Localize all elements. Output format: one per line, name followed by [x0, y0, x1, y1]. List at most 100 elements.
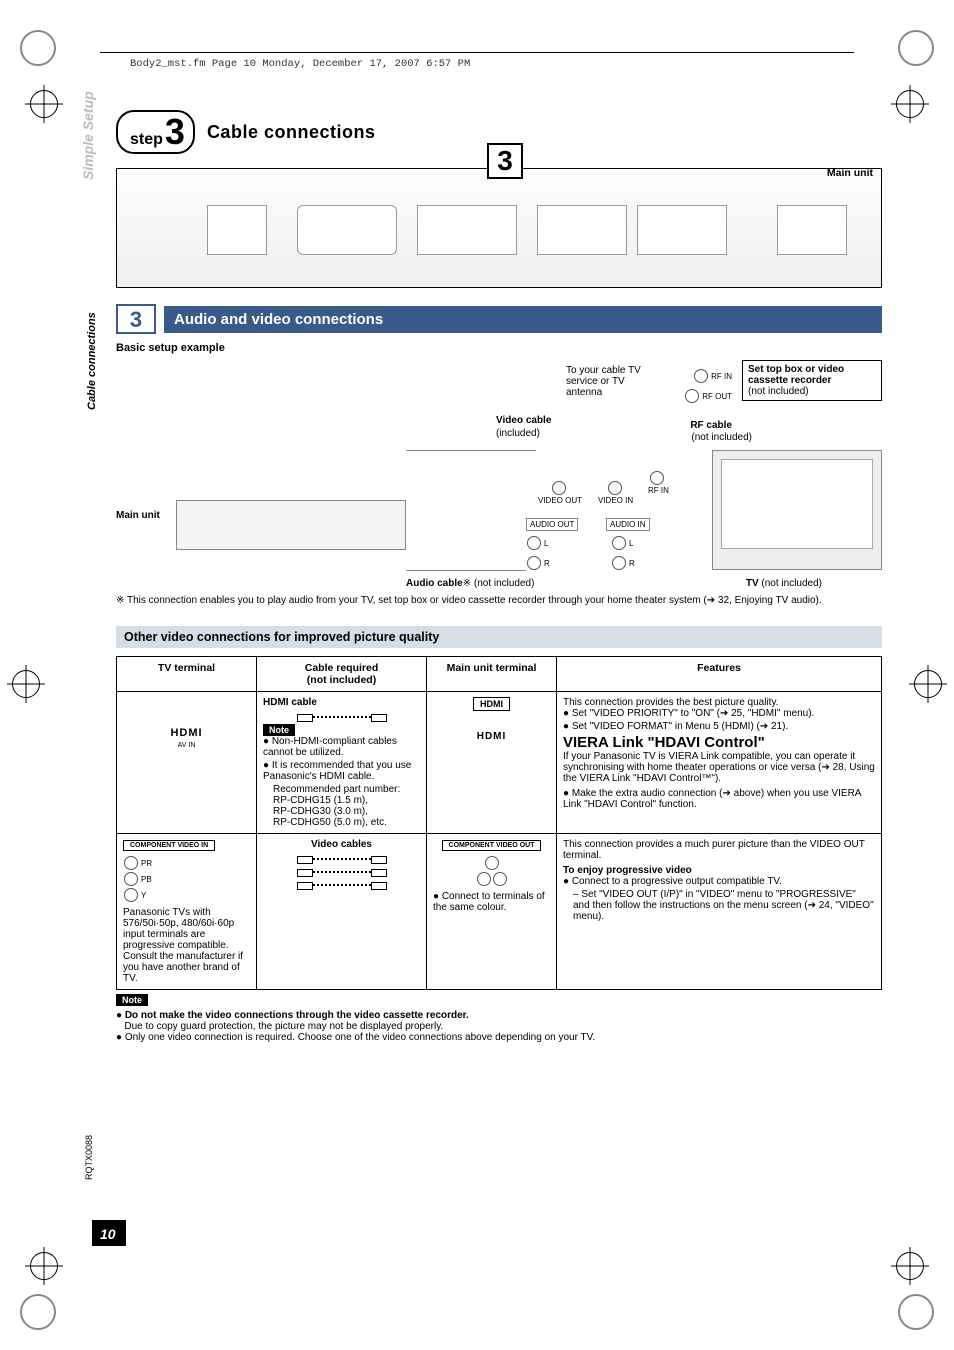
diagram-rf-cable-sub: (not included) [691, 432, 752, 443]
socket-pb: PB [141, 875, 152, 884]
diagram-video-in-socket: VIDEO IN [596, 480, 633, 505]
viera-bullet: Make the extra audio connection (➔ above… [563, 788, 875, 810]
hdmi-feat-intro: This connection provides the best pictur… [563, 697, 875, 708]
diagram-rf-in2: RF IN [646, 470, 669, 495]
cell-component-mut: COMPONENT VIDEO OUT ● Connect to termina… [427, 834, 557, 990]
page-number: 10 [100, 1226, 116, 1242]
registration-spiral [20, 1294, 56, 1330]
crop-mark [896, 1252, 924, 1280]
diagram-main-unit-box [176, 500, 406, 550]
diagram-audio-in-label: AUDIO IN [606, 518, 650, 531]
source-file-path: Body2_mst.fm Page 10 Monday, December 17… [130, 58, 470, 70]
component-cable-title: Video cables [263, 839, 420, 850]
diagram-video-sockets: VIDEO OUT [536, 480, 582, 505]
viera-text: If your Panasonic TV is VIERA Link compa… [563, 751, 875, 784]
cell-hdmi-tv: HDMI AV IN [117, 692, 257, 834]
bottom-notes: ● Do not make the video connections thro… [116, 1010, 882, 1043]
side-tabs: Simple Setup [80, 91, 96, 180]
hdmi-part-3: RP-CDHG50 (5.0 m), etc. [273, 817, 420, 828]
crop-line [100, 52, 854, 53]
hdmi-rec-label: Recommended part number: [273, 784, 420, 795]
cell-component-cable: Video cables [257, 834, 427, 990]
th-main-unit-terminal: Main unit terminal [427, 657, 557, 692]
component-mut-text: Connect to terminals of the same colour. [433, 891, 545, 913]
diagram-r-label: R [544, 559, 550, 568]
th-tv-terminal: TV terminal [117, 657, 257, 692]
component-tv-box: COMPONENT VIDEO IN [123, 840, 215, 851]
document-code: RQTX0088 [84, 1135, 94, 1180]
hdmi-part-2: RP-CDHG30 (3.0 m), [273, 806, 420, 817]
diagram-audio-r: R [526, 555, 550, 571]
component-feat-2: – Set "VIDEO OUT (I/P)" in "VIDEO" menu … [573, 889, 875, 922]
component-feat-list: Connect to a progressive output compatib… [563, 876, 875, 887]
bottom-note-1-sub: Due to copy guard protection, the pictur… [124, 1021, 443, 1032]
component-mut-sockets [433, 855, 550, 887]
step-number: 3 [165, 114, 185, 150]
diagram-video-out-label: VIDEO OUT [538, 496, 582, 505]
step-word: step [130, 131, 163, 149]
hdmi-tv-sub: AV IN [178, 742, 196, 749]
section-title: Audio and video connections [164, 306, 882, 333]
cell-hdmi-features: This connection provides the best pictur… [557, 692, 882, 834]
side-section-label: Cable connections [86, 312, 98, 410]
connection-table: TV terminal Cable required (not included… [116, 656, 882, 990]
page-content: Simple Setup Cable connections step 3 Ca… [96, 110, 882, 1250]
th-cable-required: Cable required (not included) [257, 657, 427, 692]
diagram-tv-sub: (not included) [761, 578, 822, 589]
registration-spiral [20, 30, 56, 66]
cell-hdmi-mut: HDMI HDMI [427, 692, 557, 834]
main-unit-diagram: 3 Main unit [116, 168, 882, 288]
diagram-in-r-label: R [629, 559, 635, 568]
diagram-tv-text: TV [746, 578, 759, 589]
table-row-component: COMPONENT VIDEO IN PR PB Y Panasonic TVs… [117, 834, 882, 990]
viera-heading: VIERA Link "HDAVI Control" [563, 734, 875, 751]
step-title: Cable connections [207, 122, 376, 143]
diagram-audio-cable-label: Audio cable [406, 578, 463, 589]
main-unit-label: Main unit [827, 167, 873, 179]
section-bar: 3 Audio and video connections [116, 304, 882, 334]
diagram-rf-in: RF IN [693, 368, 732, 384]
diagram-main-unit-label: Main unit [116, 510, 160, 521]
hdmi-note-2: It is recommended that you use Panasonic… [263, 760, 420, 782]
diagram-audio-in-l: L [611, 535, 633, 551]
component-feat-title: To enjoy progressive video [563, 865, 875, 876]
subsection-heading: Other video connections for improved pic… [116, 626, 882, 648]
diagram-video-cable-label: Video cable [496, 415, 551, 426]
diagram-rf-out-label: RF OUT [702, 392, 732, 401]
hdmi-note-1: Non-HDMI-compliant cables cannot be util… [263, 736, 420, 758]
diagram-audio-l: L [526, 535, 548, 551]
diagram-audio-cable: Audio cable※ (not included) [406, 578, 534, 589]
crop-mark [914, 670, 942, 698]
video-cable-icon [297, 879, 387, 889]
bottom-note-chip: Note [116, 994, 148, 1006]
crop-mark [12, 670, 40, 698]
hdmi-feat-1: Set "VIDEO PRIORITY" to "ON" (➔ 25, "HDM… [563, 708, 875, 719]
cell-component-features: This connection provides a much purer pi… [557, 834, 882, 990]
diagram-l-label: L [544, 539, 548, 548]
side-tab-simple-setup: Simple Setup [80, 91, 96, 180]
diagram-rf-in2-label: RF IN [648, 486, 669, 495]
diagram-tv-label: TV (not included) [746, 578, 822, 589]
diagram-audio-out-label: AUDIO OUT [526, 518, 578, 531]
hdmi-cable-notes: Non-HDMI-compliant cables cannot be util… [263, 736, 420, 782]
cell-component-tv: COMPONENT VIDEO IN PR PB Y Panasonic TVs… [117, 834, 257, 990]
diagram-antenna-text: To your cable TV service or TV antenna [566, 365, 656, 398]
step-badge: step 3 [116, 110, 195, 154]
basic-example-heading: Basic setup example [116, 342, 882, 354]
diagram-rf-out: RF OUT [684, 388, 732, 404]
diagram-in-l-label: L [629, 539, 633, 548]
table-row-hdmi: HDMI AV IN HDMI cable Note Non-HDMI-comp… [117, 692, 882, 834]
socket-pr: PR [141, 859, 152, 868]
crop-mark [30, 1252, 58, 1280]
note-chip: Note [263, 724, 295, 736]
registration-spiral [898, 1294, 934, 1330]
hdmi-logo-2: HDMI [433, 731, 550, 742]
crop-mark [896, 90, 924, 118]
diagram-footnote: ※ This connection enables you to play au… [116, 595, 882, 606]
hdmi-part-1: RP-CDHG15 (1.5 m), [273, 795, 420, 806]
crop-mark [30, 90, 58, 118]
diagram-tv-icon [712, 450, 882, 570]
diagram-callout-number: 3 [487, 143, 523, 179]
diagram-stb-title: Set top box or video cassette recorder [748, 364, 876, 386]
video-cable-icon [297, 866, 387, 876]
